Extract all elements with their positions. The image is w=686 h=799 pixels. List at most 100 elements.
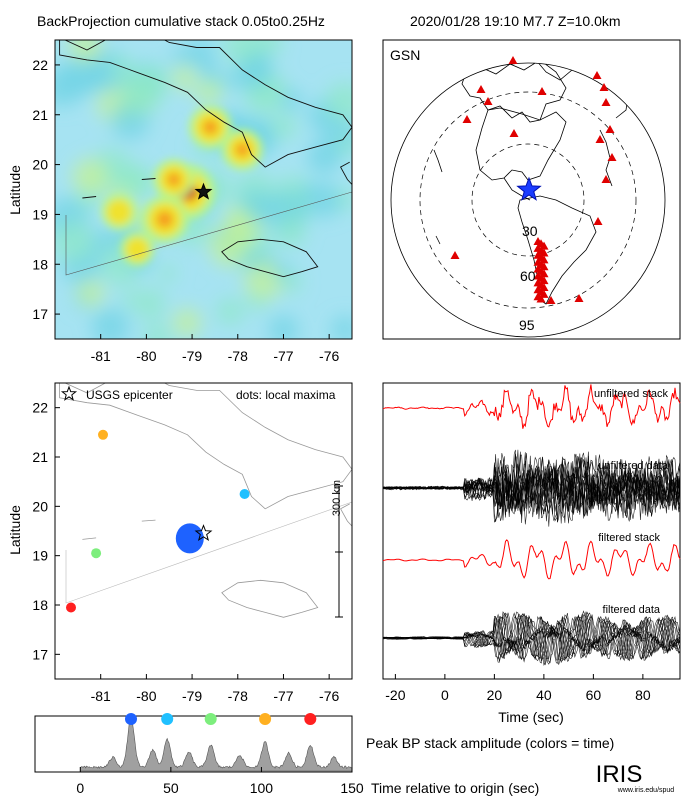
heat-blob: [273, 262, 292, 281]
wave-label-unfiltered-data: unfiltered data: [598, 460, 669, 472]
amplitude-panel: 0 50 100 150 Peak BP stack amplitude (color…: [34, 713, 614, 796]
gsn-ring-60: [419, 91, 637, 309]
amplitude-peak-dot: [259, 713, 272, 725]
y-tick-label: 17: [32, 306, 48, 322]
epicenter-star: [194, 182, 213, 200]
heat-blob: [239, 251, 258, 270]
heat-blob: [222, 73, 239, 90]
epicenter-star-icon: [194, 182, 213, 200]
wave-xlabel: Time (sec): [498, 709, 564, 725]
bottom-coastlines: [9, 383, 352, 618]
station-triangle: [509, 129, 519, 137]
cayman-coast: [82, 537, 97, 540]
heat-blob: [270, 113, 297, 140]
y-tick-label: 22: [32, 400, 48, 416]
x-tick-label: -77: [273, 348, 293, 364]
heat-blob: [268, 315, 299, 339]
y-tick-label: 17: [32, 646, 48, 662]
cayman-brac-coast: [141, 178, 156, 180]
isle-of-youth-coast: [9, 413, 32, 438]
heat-blob: [109, 55, 134, 80]
gsn-stations: [450, 56, 617, 304]
cayman-brac-coast: [141, 519, 156, 522]
heat-peak-orange: [156, 211, 173, 228]
wave-x-tick-label: 0: [441, 687, 449, 703]
heat-blob: [196, 79, 222, 105]
gsn-ring-label-30: 30: [522, 223, 538, 239]
amp-x-tick-label: 0: [76, 780, 84, 796]
bottom-map-ticks: -81 -80 -79 -78 -77 -76 17 18 19 20 21 22: [32, 400, 339, 704]
y-tick-label: 19: [32, 548, 48, 564]
heat-peak-mid: [106, 199, 132, 225]
x-tick-label: -77: [273, 688, 293, 704]
station-triangle: [483, 97, 493, 105]
station-triangle: [546, 296, 556, 304]
y-tick-label: 18: [32, 597, 48, 613]
backprojection-map: -81 -80 -79 -78 -77 -76 17 18 19 20 21 22 Latitude: [7, 39, 353, 364]
legend-dots: dots: local maxima: [236, 388, 336, 402]
jamaica-coast: [221, 579, 319, 618]
unfiltered-stack-trace: [382, 384, 681, 429]
map-frame: [54, 39, 353, 340]
heat-blob: [134, 288, 166, 320]
wave-ticks: -20 0 20 40 60 80: [385, 674, 651, 703]
bottom-map-frame: [54, 382, 353, 680]
heat-peak-orange: [203, 120, 218, 135]
station-triangle: [574, 294, 584, 302]
maxima-dot: [98, 429, 108, 440]
y-tick-label: 19: [32, 206, 48, 222]
x-tick-label: -81: [91, 348, 111, 364]
amplitude-peak-dots: [125, 713, 317, 725]
station-triangle: [601, 98, 611, 106]
station-triangle: [593, 217, 603, 225]
maxima-dot: [66, 602, 76, 613]
gsn-label: GSN: [390, 47, 420, 63]
amplitude-label: Peak BP stack amplitude (colors = time): [366, 735, 614, 751]
filtered-data-trace: [382, 612, 681, 664]
cuba-coast: [59, 383, 352, 510]
heat-blob: [280, 89, 303, 111]
hispaniola-coast: [339, 161, 352, 185]
amplitude-area-path: [80, 720, 353, 772]
amplitude-peak-dot: [161, 713, 174, 725]
station-triangle: [476, 85, 486, 93]
legend: USGS epicenter dots: local maxima: [60, 385, 336, 402]
gsn-ring-30: [471, 143, 585, 257]
station-triangle: [462, 115, 472, 123]
amplitude-peak-dot: [125, 713, 137, 725]
x-tick-label: -81: [91, 688, 111, 704]
station-triangle: [601, 175, 611, 183]
amp-x-tick-label: 100: [250, 780, 274, 796]
local-maxima-map: USGS epicenter dots: local maxima 300 km…: [7, 382, 353, 704]
station-triangle: [605, 125, 615, 133]
heat-blob: [172, 65, 197, 91]
filtered-data-trace: [382, 613, 681, 662]
heat-blob: [121, 291, 138, 308]
y-tick-label: 20: [32, 498, 48, 514]
station-triangle: [592, 71, 602, 79]
gsn-station-map: GSN 30 60 95: [382, 39, 681, 340]
heat-peaks: [100, 105, 264, 267]
wave-x-tick-label: 40: [536, 687, 552, 703]
heat-blob: [72, 158, 109, 195]
heat-peak-orange: [235, 143, 249, 157]
heat-blob: [325, 82, 352, 122]
station-triangle: [607, 153, 617, 161]
unfiltered-data-trace: [382, 449, 681, 523]
bottom-map-bg: [55, 383, 352, 679]
maxima-dot: [91, 548, 102, 559]
amp-x-tick-label: 50: [163, 780, 179, 796]
heat-blob: [91, 307, 130, 339]
amplitude-area: [80, 720, 353, 772]
cuba-coast: [59, 40, 352, 168]
legend-star-icon: [60, 385, 78, 401]
x-tick-label: -80: [136, 688, 156, 704]
iris-logo-url: www.iris.edu/spud: [617, 787, 675, 794]
isle-of-youth-coast: [9, 70, 32, 95]
x-tick-label: -78: [228, 348, 248, 364]
y-tick-label: 18: [32, 256, 48, 272]
heat-blob: [143, 323, 171, 339]
scale-bar: 300 km: [331, 480, 343, 618]
heat-blob: [337, 135, 352, 156]
x-tick-label: -76: [319, 348, 339, 364]
